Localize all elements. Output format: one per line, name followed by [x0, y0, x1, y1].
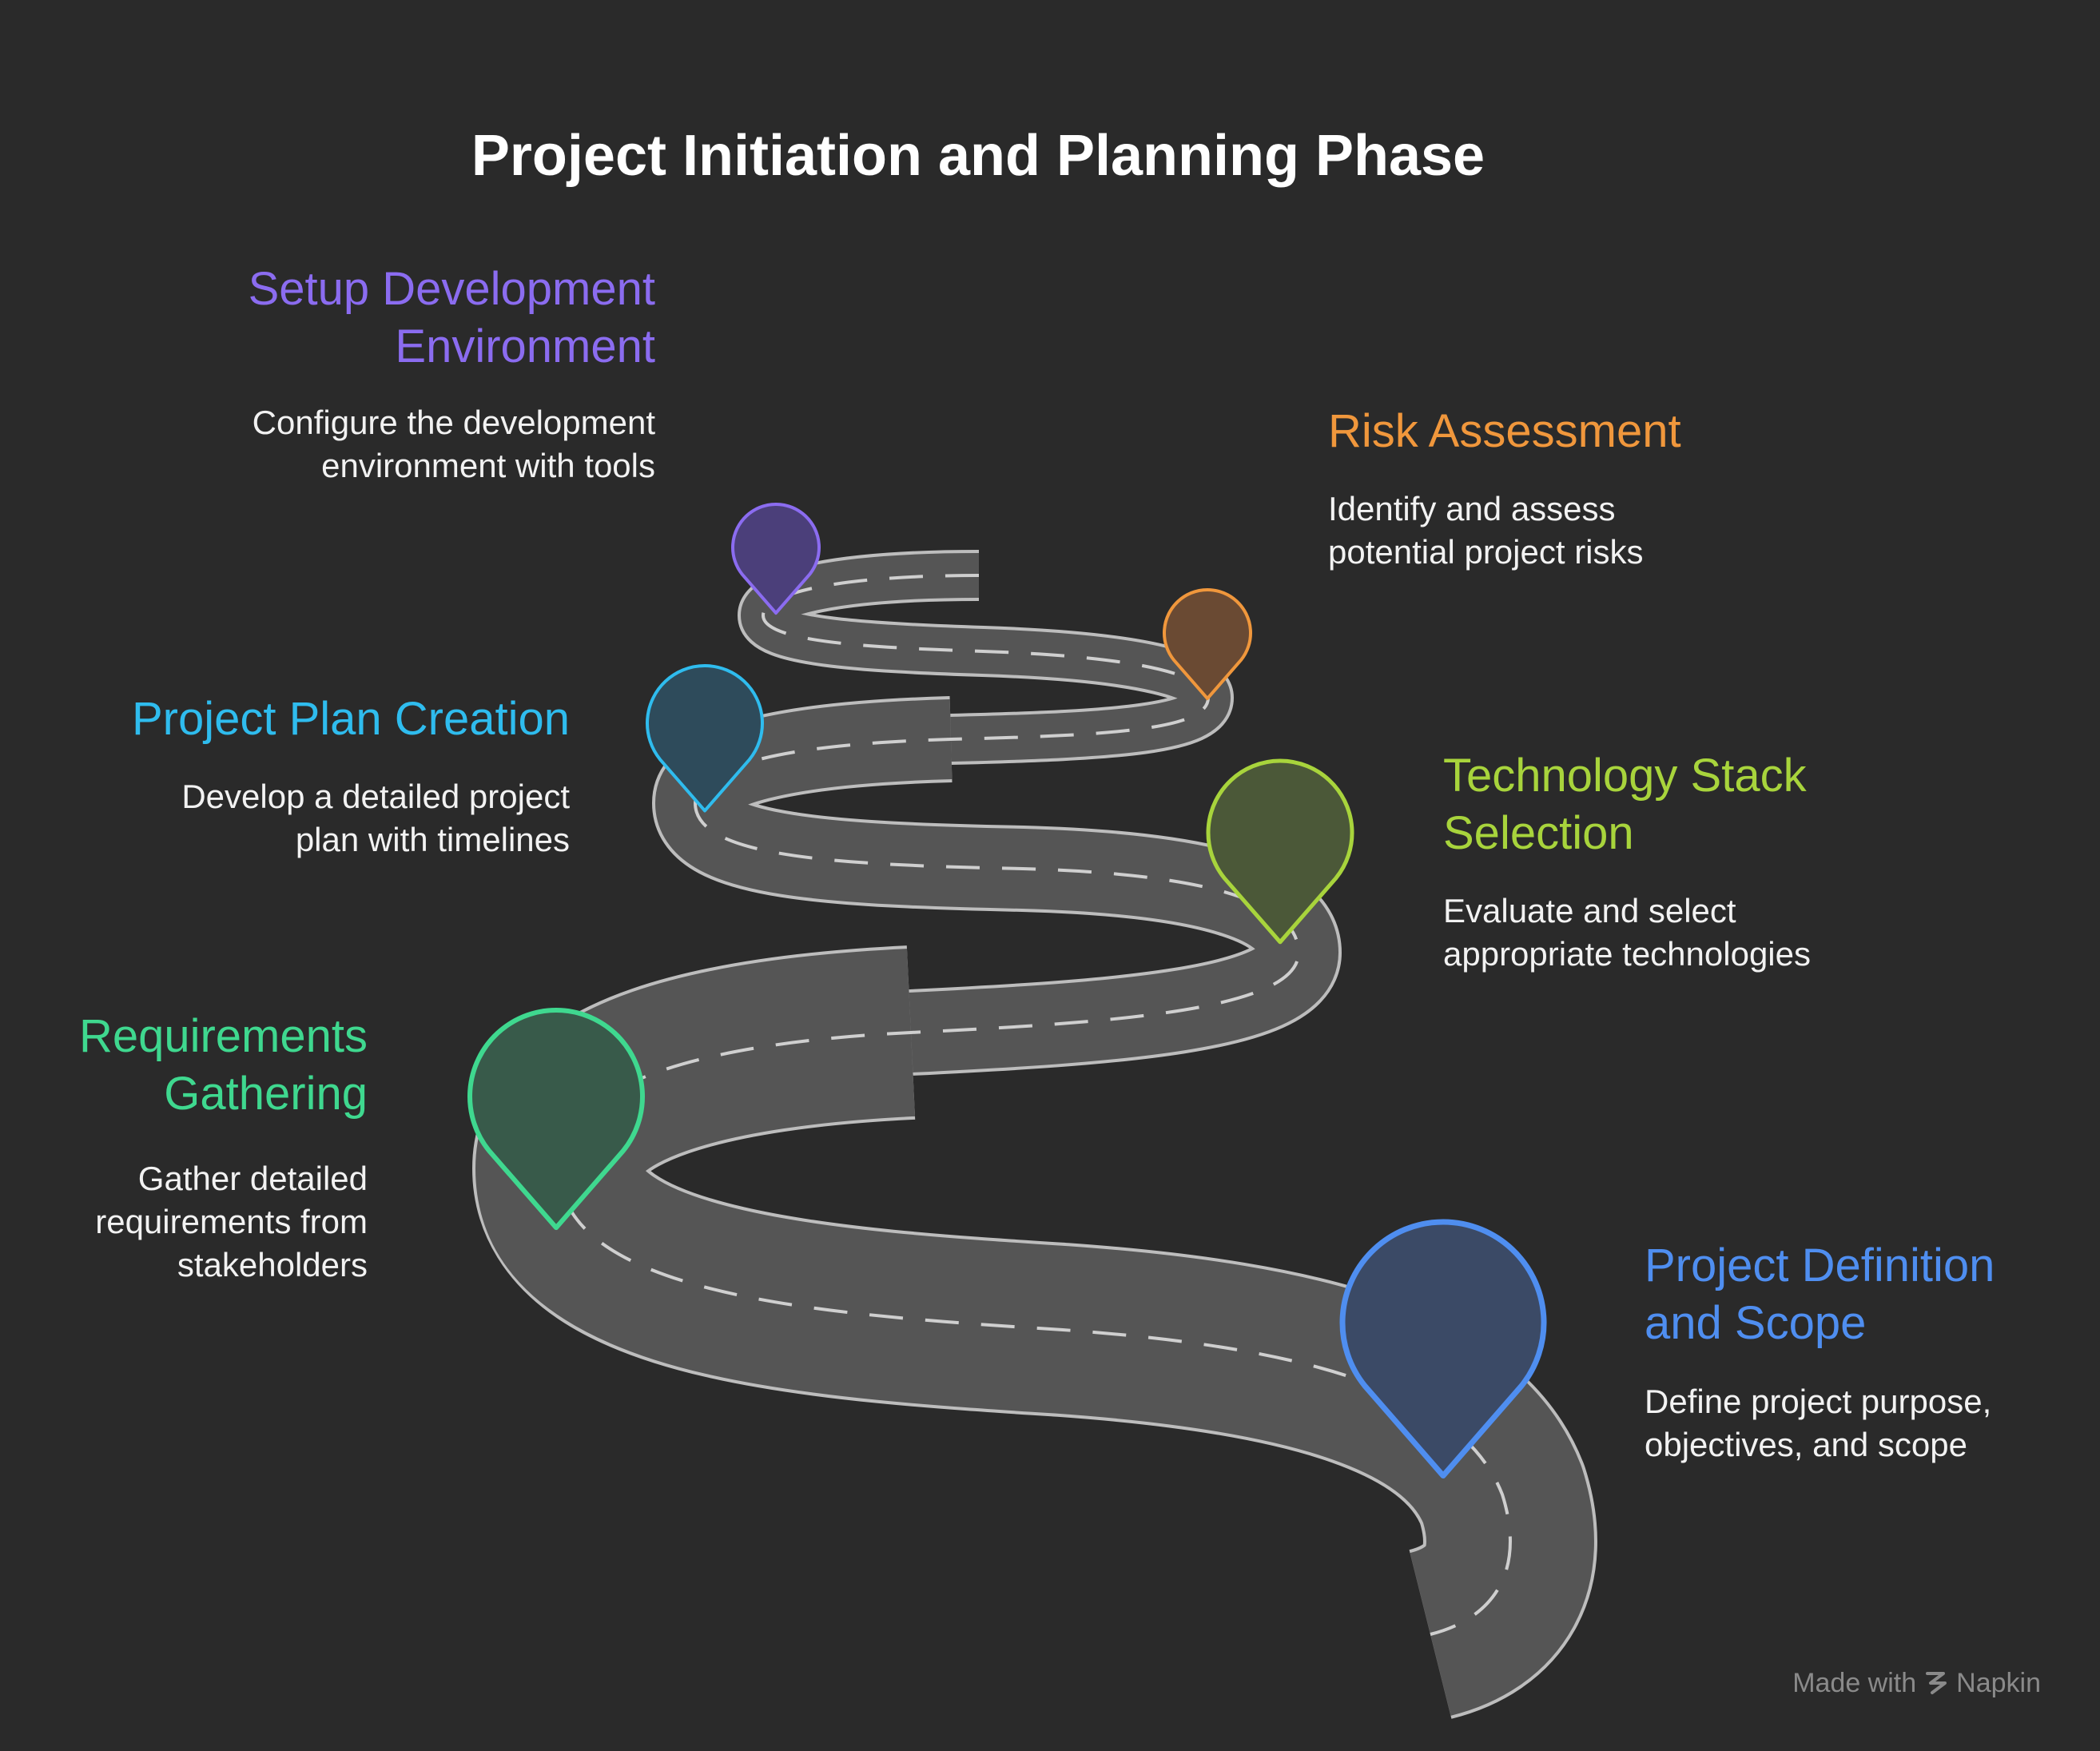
map-pin-icon: [646, 664, 764, 813]
step-title-line: Requirements: [78, 1010, 368, 1062]
step-desc-line: Configure the development: [252, 404, 655, 441]
made-with-napkin-footer: Made with Napkin: [1792, 1665, 2041, 1701]
made-with-label: Made with: [1792, 1668, 1917, 1698]
step-title-risk-assessment: Risk Assessment: [1328, 403, 1681, 460]
map-pin-icon: [1163, 588, 1252, 701]
step-desc-line: Evaluate and select: [1443, 892, 1736, 929]
step-title-technology-stack-selection: Technology Stack Selection: [1443, 747, 1807, 862]
step-title-line: and Scope: [1645, 1297, 1867, 1349]
step-desc-line: Define project purpose,: [1645, 1383, 1992, 1420]
step-desc-line: Develop a detailed project: [181, 778, 570, 815]
napkin-logo-icon: [1926, 1672, 1947, 1694]
step-desc-project-plan-creation: Develop a detailed project plan with tim…: [181, 775, 570, 862]
step-desc-setup-development-environment: Configure the development environment wi…: [253, 401, 655, 487]
napkin-brand-label: Napkin: [1956, 1668, 2041, 1698]
step-title-line: Selection: [1443, 807, 1634, 859]
step-desc-line: plan with timelines: [295, 821, 570, 858]
map-pin-icon: [467, 1008, 645, 1231]
step-title-line: Setup Development: [248, 263, 655, 315]
map-pin-icon: [731, 503, 821, 615]
step-title-requirements-gathering: Requirements Gathering: [79, 1008, 368, 1123]
step-title-line: Project Definition: [1645, 1240, 1995, 1291]
step-desc-line: environment with tools: [321, 447, 655, 484]
step-desc-line: requirements from: [95, 1203, 368, 1240]
step-desc-requirements-gathering: Gather detailed requirements from stakeh…: [95, 1157, 368, 1287]
step-desc-technology-stack-selection: Evaluate and select appropriate technolo…: [1443, 889, 1811, 976]
step-title-line: Environment: [395, 320, 655, 372]
step-title-line: Technology Stack: [1443, 750, 1807, 802]
step-title-setup-development-environment: Setup Development Environment: [249, 261, 655, 376]
step-desc-line: appropriate technologies: [1443, 935, 1811, 973]
step-title-project-plan-creation: Project Plan Creation: [132, 690, 570, 748]
step-desc-line: objectives, and scope: [1645, 1426, 1967, 1463]
diagram-title: Project Initiation and Planning Phase: [471, 124, 1486, 188]
step-desc-line: Identify and assess: [1328, 490, 1616, 527]
step-desc-project-definition-and-scope: Define project purpose, objectives, and …: [1645, 1380, 1991, 1466]
step-desc-risk-assessment: Identify and assess potential project ri…: [1328, 487, 1644, 574]
step-title-line: Project Plan Creation: [131, 693, 570, 745]
map-pin-icon: [1206, 758, 1354, 945]
step-title-line: Gathering: [164, 1068, 368, 1120]
step-title-project-definition-and-scope: Project Definition and Scope: [1645, 1237, 1995, 1352]
step-title-line: Risk Assessment: [1328, 405, 1681, 457]
map-pin-icon: [1339, 1219, 1547, 1479]
step-desc-line: potential project risks: [1328, 533, 1644, 571]
step-desc-line: Gather detailed: [137, 1160, 368, 1197]
step-desc-line: stakeholders: [177, 1246, 368, 1283]
